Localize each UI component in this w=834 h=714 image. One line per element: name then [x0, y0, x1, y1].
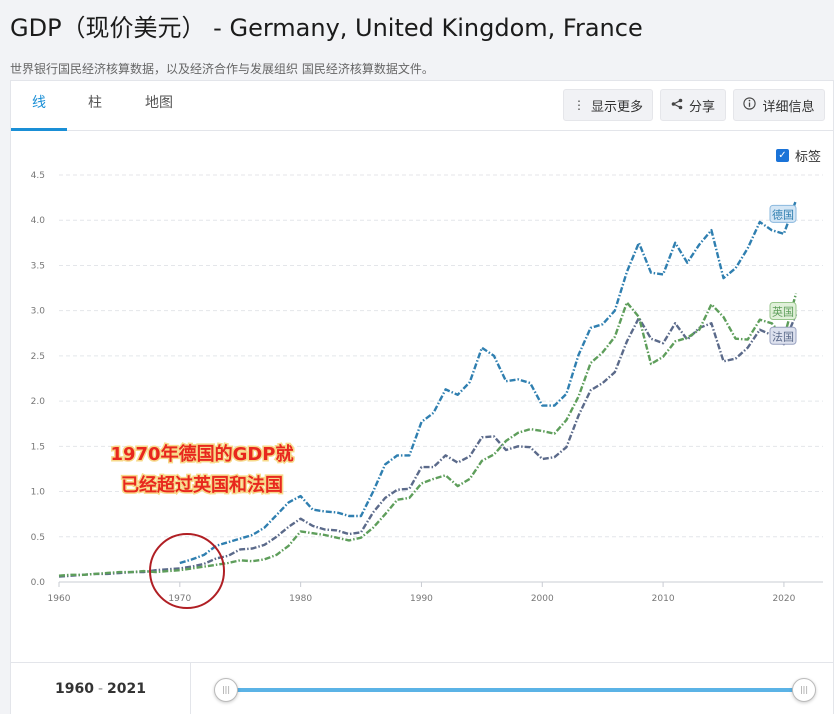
series-end-label-1: 英国: [769, 301, 797, 320]
x-tick-label: 1980: [289, 594, 312, 604]
series-end-label-text: 法国: [772, 329, 794, 343]
annotation-circle: [149, 533, 225, 609]
slider-track[interactable]: [225, 688, 803, 692]
series-end-label-0: 德国: [769, 204, 797, 223]
share-button[interactable]: 分享: [660, 89, 726, 121]
checkbox-checked-icon[interactable]: ✓: [775, 149, 789, 162]
y-tick-label: 3.0: [31, 307, 46, 317]
y-tick-label: 2.0: [31, 397, 46, 407]
series-end-label-2: 法国: [769, 326, 797, 345]
x-tick-label: 2020: [772, 594, 795, 604]
y-tick-label: 2.5: [31, 352, 45, 362]
y-tick-label: 1.5: [31, 442, 45, 452]
series-end-label-text: 德国: [772, 207, 794, 221]
y-axis: 0.0 0.5 1.0 1.5 2.0 2.5 3.0 3.5 4.0 4.5: [31, 171, 46, 588]
y-tick-label: 1.0: [31, 488, 46, 498]
x-tick-label: 1970: [168, 594, 191, 604]
x-tick-label: 2010: [652, 594, 675, 604]
annotation-line-2: 已经超过英国和法国: [121, 474, 283, 496]
labels-toggle-label: 标签: [794, 150, 821, 165]
y-tick-label: 0.5: [31, 533, 45, 543]
slider-end-handle[interactable]: |||: [792, 678, 816, 702]
y-tick-label: 4.0: [31, 216, 46, 226]
tab-bar[interactable]: 柱: [88, 95, 102, 111]
labels-toggle[interactable]: ✓ 标签: [775, 146, 821, 165]
series-line-0: [179, 199, 798, 565]
view-tabs: 线 柱 地图 ⋮ 显示更多 分享 详细信息: [11, 81, 833, 131]
show-more-button[interactable]: ⋮ 显示更多: [563, 89, 653, 121]
y-tick-label: 3.5: [31, 261, 45, 271]
info-icon: [743, 97, 757, 113]
y-tick-label: 0.0: [31, 578, 46, 588]
grid: [59, 174, 823, 583]
x-axis: 1960 1970 1980 1990 2000 2010 2020: [48, 582, 796, 604]
series-end-label-box: [769, 204, 797, 223]
x-tick-label: 1960: [48, 594, 71, 604]
more-vertical-icon: ⋮: [572, 98, 585, 112]
series-end-label-box: [769, 326, 797, 345]
y-tick-label: 4.5: [31, 171, 45, 181]
range-separator: -: [97, 681, 104, 697]
x-tick-label: 2000: [531, 594, 554, 604]
tab-line[interactable]: 线: [11, 81, 67, 131]
annotation: 1970年德国的GDP就 已经超过英国和法国: [109, 442, 295, 609]
series-line-1: [58, 293, 798, 577]
line-chart: 0.00.51.01.52.02.53.03.54.04.5 1960 1970 1…: [31, 171, 823, 609]
details-button[interactable]: 详细信息: [733, 89, 825, 121]
series-lines: [58, 199, 798, 578]
show-more-label: 显示更多: [590, 99, 643, 115]
series-end-label-text: 英国: [772, 304, 794, 318]
page-title: GDP（现价美元） - Germany, United Kingdom, Fra…: [10, 14, 643, 42]
series-line-2: [58, 313, 798, 578]
range-start: 1960: [55, 681, 94, 697]
share-label: 分享: [688, 99, 715, 115]
details-label: 详细信息: [762, 99, 815, 115]
year-range-slider: 1960 - 2021 ||| |||: [11, 662, 833, 714]
chart-panel: 线 柱 地图 ⋮ 显示更多 分享 详细信息 ✓ 标签 0.0 0.5 1.0 1.5 2…: [10, 80, 834, 714]
slider-start-handle[interactable]: |||: [214, 678, 238, 702]
page-subtitle: 世界银行国民经济核算数据，以及经济合作与发展组织 国民经济核算数据文件。: [10, 62, 434, 76]
series-end-label-box: [769, 301, 797, 320]
annotation-line-1: 1970年德国的GDP就: [110, 443, 293, 465]
x-tick-label: 1990: [410, 594, 433, 604]
tab-map[interactable]: 地图: [145, 95, 173, 111]
chart-area: ✓ 标签 0.0 0.5 1.0 1.5 2.0 2.5 3.0 3.5 4.0 4.5 1960…: [11, 132, 833, 662]
range-end: 2021: [107, 681, 146, 697]
year-range-label: 1960 - 2021: [11, 663, 191, 714]
share-icon: [671, 98, 683, 113]
